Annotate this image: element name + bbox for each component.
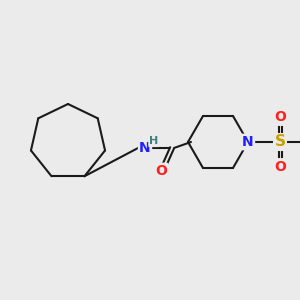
Text: H: H <box>149 136 159 146</box>
Text: N: N <box>139 141 151 155</box>
Text: O: O <box>274 110 286 124</box>
Text: N: N <box>242 135 254 149</box>
Text: S: S <box>274 134 286 149</box>
Text: O: O <box>274 160 286 174</box>
Text: O: O <box>155 164 167 178</box>
